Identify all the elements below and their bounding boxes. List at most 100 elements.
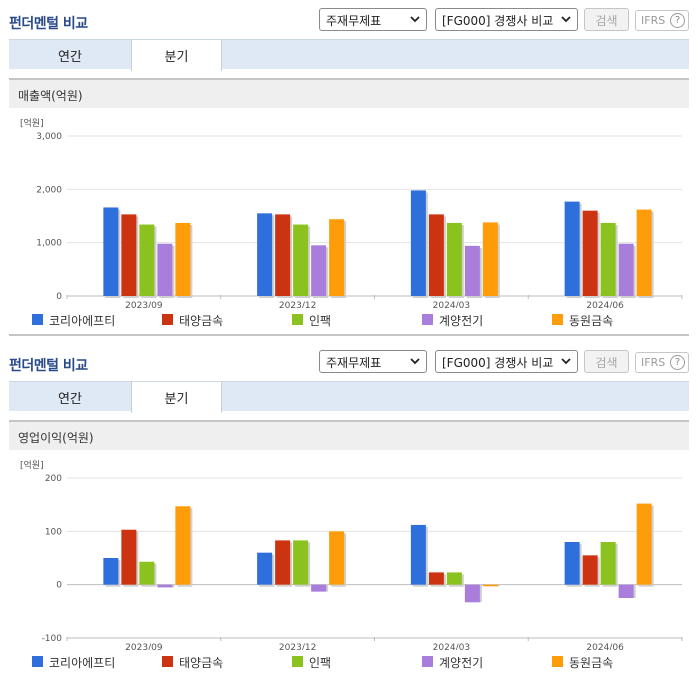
x-tick-label: 2024/03 [433,301,470,308]
bar [257,213,273,296]
bar [157,584,173,588]
legend-swatch [292,314,303,325]
bar [139,561,155,585]
period-tabs: 연간 분기 [9,39,689,71]
bar [428,214,444,296]
bar [121,529,137,585]
y-tick-label: 100 [45,527,62,537]
bar [618,584,634,598]
search-button[interactable]: 검색 [584,8,629,31]
x-tick-label: 2023/12 [279,643,316,650]
x-tick-label: 2023/12 [279,301,316,308]
bar [446,572,462,585]
x-tick-label: 2024/03 [433,643,470,650]
chevron-down-icon [410,16,420,23]
legend-label: 태양금속 [179,314,224,328]
chart-title: 영업이익(억원) [9,420,689,450]
bar [293,540,309,585]
bar [410,190,426,296]
y-tick-label: 200 [45,474,62,484]
legend-label: 동원금속 [569,314,614,328]
divider [9,334,689,336]
bar [175,222,191,296]
x-tick-label: 2024/06 [586,301,624,308]
statement-select-value: 주재무제표 [326,14,382,28]
legend-label: 계양전기 [439,656,484,670]
legend-swatch [422,656,433,667]
x-tick-label: 2024/06 [586,643,624,650]
x-tick-label: 2023/09 [125,301,163,308]
bar [175,506,191,585]
chart-title: 매출액(억원) [9,78,689,108]
compare-select-value: [FG000] 경쟁사 비교 [442,14,554,28]
bar [618,243,634,296]
legend-swatch [422,314,433,325]
bar [446,222,462,296]
legend-label: 동원금속 [569,656,614,670]
chevron-down-icon [561,16,571,23]
legend-label: 계양전기 [439,314,484,328]
bar [636,503,652,585]
legend-swatch [552,656,563,667]
help-icon: ? [670,13,685,28]
bar [329,531,345,585]
period-tabs: 연간 분기 [9,381,689,413]
legend-label: 인팩 [309,314,332,328]
tab-yearly[interactable]: 연간 [58,50,82,65]
bar [482,584,498,587]
y-tick-label: 3,000 [36,132,62,142]
fundamental-section-revenue: 펀더멘털 비교 주재무제표 [FG000] 경쟁사 비교 검색 IFRS ? 연… [9,8,689,336]
bar [139,224,155,296]
bar [482,222,498,296]
bar [293,224,309,296]
y-tick-label: 2,000 [36,185,62,195]
bar [257,552,273,585]
search-button[interactable]: 검색 [584,350,629,373]
bar [428,572,444,585]
compare-select[interactable]: [FG000] 경쟁사 비교 [435,8,578,31]
tab-quarterly[interactable]: 분기 [131,382,222,413]
bar [600,542,616,585]
section-title: 펀더멘털 비교 [9,16,88,32]
chart-legend: 코리아에프티 태양금속 인팩 계양전기 동원금속 [32,311,672,329]
bar [464,245,480,296]
legend-label: 코리아에프티 [49,314,116,328]
y-tick-label: 0 [56,581,62,591]
bar [329,219,345,296]
ifrs-button[interactable]: IFRS ? [635,352,689,373]
bar [311,584,327,592]
legend-swatch [292,656,303,667]
y-tick-label: 1,000 [36,239,62,249]
statement-select-value: 주재무제표 [326,356,382,370]
tab-yearly[interactable]: 연간 [58,392,82,407]
chart-legend: 코리아에프티 태양금속 인팩 계양전기 동원금속 [32,653,672,671]
chevron-down-icon [561,358,571,365]
operating-profit-bar-chart: [억원] -100 0 100 200 2023/09 2023/12 2024/03 2024… [20,459,683,650]
legend-swatch [32,656,43,667]
y-tick-label: -100 [42,634,63,644]
legend-swatch [162,314,173,325]
compare-select[interactable]: [FG000] 경쟁사 비교 [435,350,578,373]
bar [564,201,580,296]
section-title: 펀더멘털 비교 [9,358,88,374]
compare-select-value: [FG000] 경쟁사 비교 [442,356,554,370]
unit-label: [억원] [20,459,44,471]
revenue-bar-chart: [억원] 0 1,000 2,000 3,000 2023/09 2023/12 2024/0… [20,117,683,308]
fundamental-section-operating-profit: 펀더멘털 비교 주재무제표 [FG000] 경쟁사 비교 검색 IFRS ? 연… [0,342,696,684]
bar [103,207,119,296]
bar [121,214,137,296]
bar [582,210,598,296]
ifrs-label: IFRS [641,356,666,369]
statement-select[interactable]: 주재무제표 [319,350,427,373]
bar [311,245,327,296]
bar [464,584,480,603]
legend-swatch [552,314,563,325]
bar [636,209,652,296]
tab-quarterly[interactable]: 분기 [131,40,222,71]
statement-select[interactable]: 주재무제표 [319,8,427,31]
bar [564,542,580,585]
bar [275,214,291,296]
bar [410,524,426,585]
ifrs-button[interactable]: IFRS ? [635,10,689,31]
bar [103,558,119,585]
